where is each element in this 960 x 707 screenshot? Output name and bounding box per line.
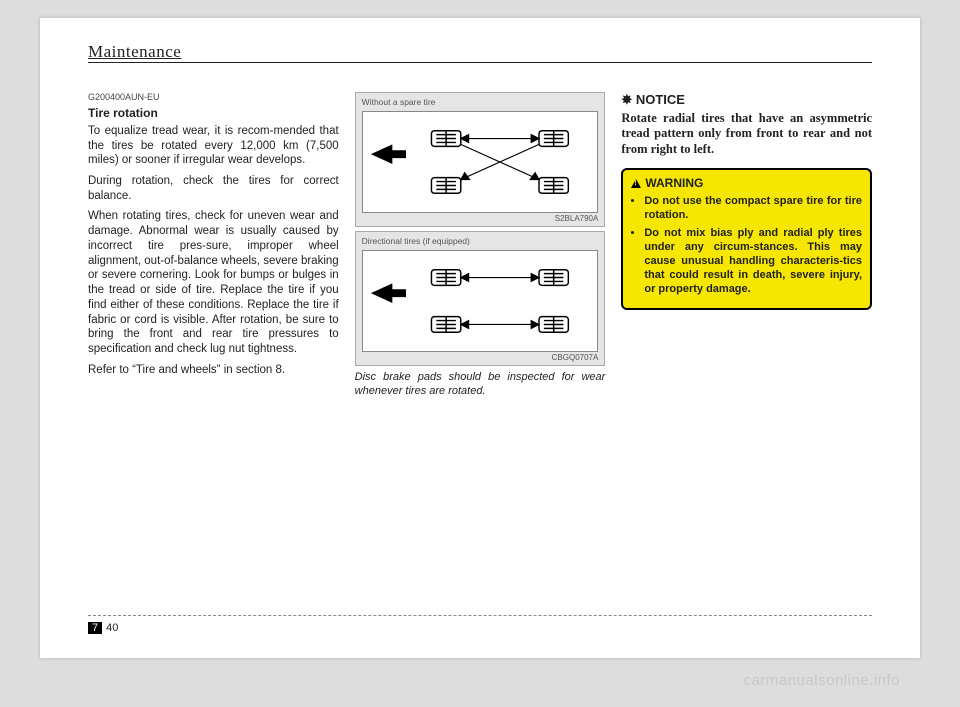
- manual-page: Maintenance G200400AUN-EU Tire rotation …: [40, 18, 920, 658]
- diagram-1-label: Without a spare tire: [362, 97, 599, 108]
- diagram-1-code: S2BLA790A: [362, 214, 599, 224]
- diagram-1-container: Without a spare tire: [355, 92, 606, 227]
- subsection-title: Tire rotation: [88, 106, 339, 121]
- paragraph: Refer to “Tire and wheels” in section 8.: [88, 363, 339, 378]
- section-title: Maintenance: [88, 42, 181, 63]
- warning-item: Do not mix bias ply and radial ply tires…: [644, 226, 862, 296]
- column-1: G200400AUN-EU Tire rotation To equalize …: [88, 92, 339, 398]
- reference-code: G200400AUN-EU: [88, 92, 339, 104]
- paragraph: When rotating tires, check for uneven we…: [88, 209, 339, 356]
- page-number-block: 7 40: [88, 622, 122, 634]
- diagram-2-container: Directional tires (if equipped): [355, 231, 606, 366]
- column-3: ✸ NOTICE Rotate radial tires that have a…: [621, 92, 872, 398]
- page-footer: 7 40: [88, 615, 872, 636]
- warning-box: WARNING Do not use the compact spare tir…: [621, 168, 872, 311]
- notice-heading: ✸ NOTICE: [621, 92, 872, 109]
- diagram-2-label: Directional tires (if equipped): [362, 236, 599, 247]
- column-2: Without a spare tire: [355, 92, 606, 398]
- tire-rotation-cross-diagram: [362, 111, 599, 213]
- content-columns: G200400AUN-EU Tire rotation To equalize …: [88, 92, 872, 398]
- diagram-caption: Disc brake pads should be inspected for …: [355, 370, 606, 398]
- warning-heading: WARNING: [631, 176, 862, 191]
- warning-item: Do not use the compact spare tire for ti…: [644, 194, 862, 222]
- page-header: Maintenance: [88, 42, 872, 63]
- directional-tire-diagram: [362, 250, 599, 352]
- page-number: 40: [102, 622, 122, 634]
- warning-triangle-icon: [631, 179, 641, 188]
- notice-text: Rotate radial tires that have an asymmet…: [621, 111, 872, 158]
- paragraph: To equalize tread wear, it is recom-mend…: [88, 124, 339, 168]
- warning-list: Do not use the compact spare tire for ti…: [631, 194, 862, 297]
- chapter-number: 7: [88, 622, 102, 634]
- warning-title-text: WARNING: [645, 176, 703, 191]
- paragraph: During rotation, check the tires for cor…: [88, 174, 339, 203]
- diagram-2-code: CBGQ0707A: [362, 353, 599, 363]
- watermark-text: carmanualsonline.info: [744, 672, 900, 689]
